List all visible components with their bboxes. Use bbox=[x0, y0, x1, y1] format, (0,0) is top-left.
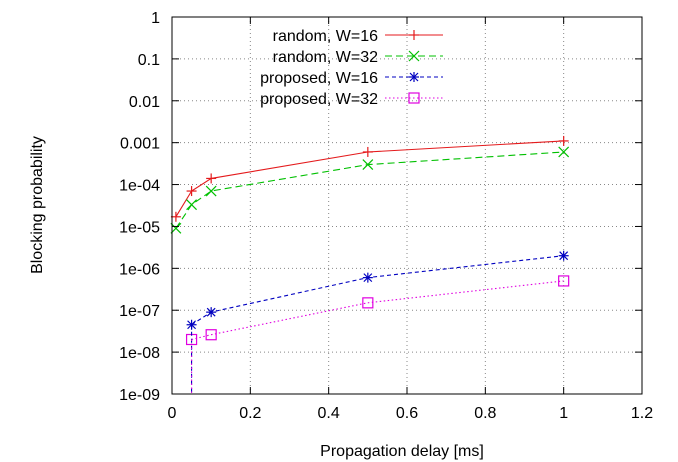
data-point-marker bbox=[558, 250, 569, 261]
x-tick-label: 1 bbox=[559, 405, 568, 422]
series-0 bbox=[170, 135, 569, 222]
y-axis-label: Blocking probability bbox=[29, 136, 46, 274]
y-tick-label: 1e-06 bbox=[119, 261, 160, 278]
y-tick-label: 1 bbox=[151, 10, 160, 27]
series-line bbox=[175, 151, 564, 229]
y-tick-label: 0.1 bbox=[138, 52, 160, 69]
data-point-marker bbox=[205, 185, 217, 197]
series-layer bbox=[170, 135, 570, 394]
data-point-marker bbox=[362, 146, 373, 157]
grid-lines bbox=[172, 17, 642, 394]
series-line bbox=[191, 280, 564, 341]
data-point-marker bbox=[206, 307, 217, 318]
y-tick-label: 1e-07 bbox=[119, 303, 160, 320]
data-point-marker bbox=[558, 146, 570, 158]
data-point-marker bbox=[186, 186, 197, 197]
data-point-marker bbox=[170, 222, 182, 234]
legend-label: random, W=16 bbox=[273, 28, 378, 45]
data-point-marker bbox=[409, 30, 419, 40]
x-tick-label: 1.2 bbox=[631, 405, 653, 422]
data-point-marker bbox=[408, 92, 420, 104]
series-2 bbox=[186, 250, 569, 330]
x-tick-label: 0 bbox=[168, 405, 177, 422]
y-tick-label: 0.001 bbox=[120, 136, 160, 153]
data-point-marker bbox=[170, 211, 181, 222]
data-point-marker bbox=[362, 297, 374, 309]
y-tick-label: 1e-08 bbox=[119, 345, 160, 362]
data-point-marker bbox=[558, 135, 569, 146]
series-1 bbox=[170, 146, 570, 234]
data-point-marker bbox=[408, 50, 420, 62]
legend-label: random, W=32 bbox=[273, 49, 378, 66]
y-tick-label: 1e-09 bbox=[119, 387, 160, 404]
data-point-marker bbox=[205, 329, 217, 341]
legend-label: proposed, W=16 bbox=[260, 70, 378, 87]
x-axis-label: Propagation delay [ms] bbox=[320, 443, 484, 460]
legend-label: proposed, W=32 bbox=[260, 91, 378, 108]
series-3 bbox=[185, 275, 570, 346]
axis-ticks: 0 0.2 0.4 0.6 0.8 1 1.2 1e-09 1e-08 1e-07 1e-06 1e-… bbox=[119, 10, 653, 422]
data-point-marker bbox=[362, 272, 373, 283]
data-point-marker bbox=[206, 173, 217, 184]
y-tick-label: 1e-04 bbox=[119, 178, 160, 195]
x-tick-label: 0.8 bbox=[474, 405, 496, 422]
data-point-marker bbox=[558, 275, 570, 287]
data-point-marker bbox=[362, 159, 374, 170]
series-line bbox=[191, 255, 564, 326]
data-point-marker bbox=[186, 199, 198, 211]
y-tick-label: 0.01 bbox=[129, 94, 160, 111]
x-tick-label: 0.4 bbox=[318, 405, 340, 422]
x-tick-label: 0.6 bbox=[396, 405, 418, 422]
legend: random, W=16 random, W=32 proposed, W=16 pr… bbox=[260, 28, 443, 108]
data-point-marker bbox=[409, 72, 419, 82]
x-tick-label: 0.2 bbox=[239, 405, 261, 422]
y-tick-label: 1e-05 bbox=[119, 219, 160, 236]
